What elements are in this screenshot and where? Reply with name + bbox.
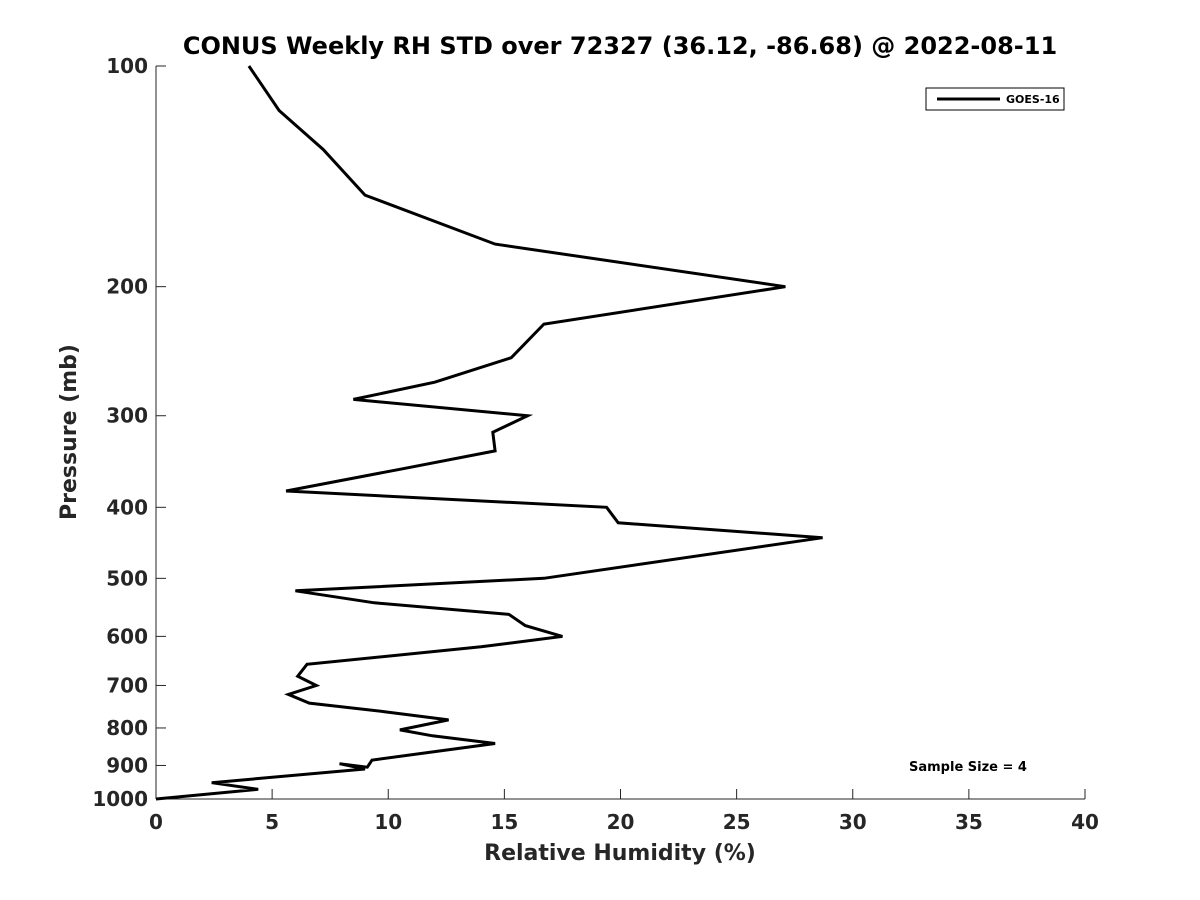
x-tick-label: 0 bbox=[149, 810, 163, 834]
x-axis-label: Relative Humidity (%) bbox=[484, 841, 756, 866]
y-tick-label: 500 bbox=[106, 566, 148, 590]
x-tick-label: 5 bbox=[265, 810, 279, 834]
x-tick-label: 30 bbox=[839, 810, 867, 834]
y-tick-label: 900 bbox=[106, 753, 148, 777]
legend-label-goes16: GOES-16 bbox=[1006, 93, 1060, 106]
chart-title: CONUS Weekly RH STD over 72327 (36.12, -… bbox=[183, 32, 1057, 60]
x-tick-label: 10 bbox=[374, 810, 402, 834]
y-tick-label: 100 bbox=[106, 54, 148, 78]
y-tick-label: 300 bbox=[106, 404, 148, 428]
legend: GOES-16 bbox=[925, 87, 1065, 111]
sample-size-annotation: Sample Size = 4 bbox=[909, 760, 1027, 775]
y-tick-label: 1000 bbox=[92, 787, 148, 811]
y-tick-label: 600 bbox=[106, 624, 148, 648]
axes: 0 5 10 15 20 25 30 35 40 100 200 300 400 500 600 700 800… bbox=[92, 54, 1099, 834]
x-tick-label: 25 bbox=[723, 810, 751, 834]
y-tick-label: 800 bbox=[106, 716, 148, 740]
y-tick-label: 400 bbox=[106, 495, 148, 519]
series-line-goes16 bbox=[155, 65, 823, 801]
x-tick-label: 40 bbox=[1071, 810, 1099, 834]
y-axis-label: Pressure (mb) bbox=[57, 344, 82, 520]
x-tick-label: 15 bbox=[490, 810, 518, 834]
x-tick-label: 20 bbox=[607, 810, 635, 834]
x-tick-label: 35 bbox=[955, 810, 983, 834]
y-tick-label: 200 bbox=[106, 275, 148, 299]
y-tick-label: 700 bbox=[106, 673, 148, 697]
series-group bbox=[155, 65, 823, 801]
